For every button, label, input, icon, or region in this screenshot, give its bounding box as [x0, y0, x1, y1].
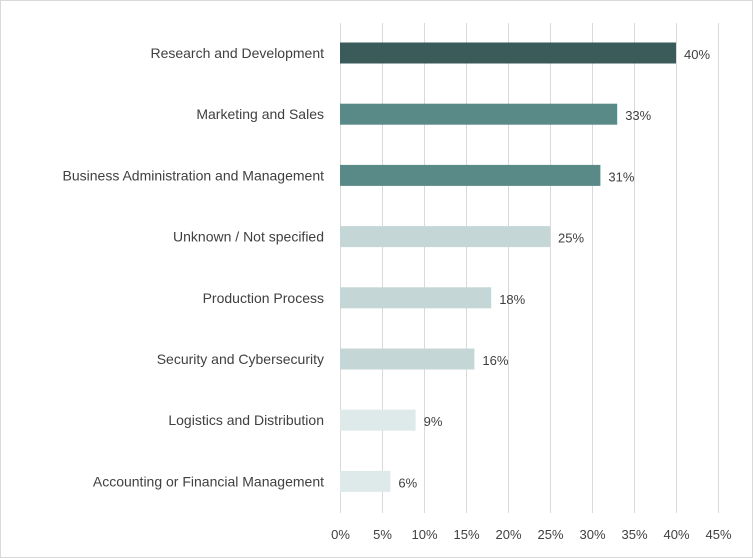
bar — [340, 226, 550, 248]
x-tick-label: 25% — [537, 527, 563, 542]
x-tick-label: 45% — [705, 527, 731, 542]
data-label: 25% — [558, 231, 584, 246]
value-labels: 40% 33% 31% 25% 18% 16% 9% 6% — [398, 47, 710, 490]
category-label: Logistics and Distribution — [168, 412, 324, 428]
x-tick-label: 5% — [373, 527, 392, 542]
category-label: Marketing and Sales — [196, 106, 324, 122]
bar — [340, 470, 391, 492]
x-tick-label: 30% — [579, 527, 605, 542]
data-label: 6% — [398, 475, 417, 490]
category-label: Business Administration and Management — [63, 167, 325, 183]
bar — [340, 348, 475, 370]
x-tick-label: 35% — [621, 527, 647, 542]
category-label: Accounting or Financial Management — [93, 473, 324, 489]
bar — [340, 42, 676, 64]
data-label: 33% — [625, 108, 651, 123]
category-label: Research and Development — [150, 45, 324, 61]
data-label: 9% — [424, 414, 443, 429]
x-axis-ticks: 0% 5% 10% 15% 20% 25% 30% 35% 40% 45% — [331, 527, 732, 542]
bar — [340, 103, 618, 125]
data-label: 40% — [684, 47, 710, 62]
data-label: 31% — [608, 169, 634, 184]
category-label: Security and Cybersecurity — [157, 351, 324, 367]
gridlines — [340, 23, 719, 513]
bar — [340, 164, 601, 186]
data-label: 18% — [499, 292, 525, 307]
category-label: Production Process — [203, 290, 324, 306]
data-label: 16% — [482, 353, 508, 368]
x-tick-label: 0% — [331, 527, 350, 542]
bars — [340, 42, 676, 492]
category-labels: Research and Development Marketing and Sa… — [63, 45, 325, 489]
x-tick-label: 10% — [411, 527, 437, 542]
x-tick-label: 40% — [663, 527, 689, 542]
category-label: Unknown / Not specified — [173, 229, 324, 245]
bar — [340, 409, 416, 431]
x-tick-label: 20% — [495, 527, 521, 542]
x-tick-label: 15% — [453, 527, 479, 542]
bar — [340, 287, 492, 309]
